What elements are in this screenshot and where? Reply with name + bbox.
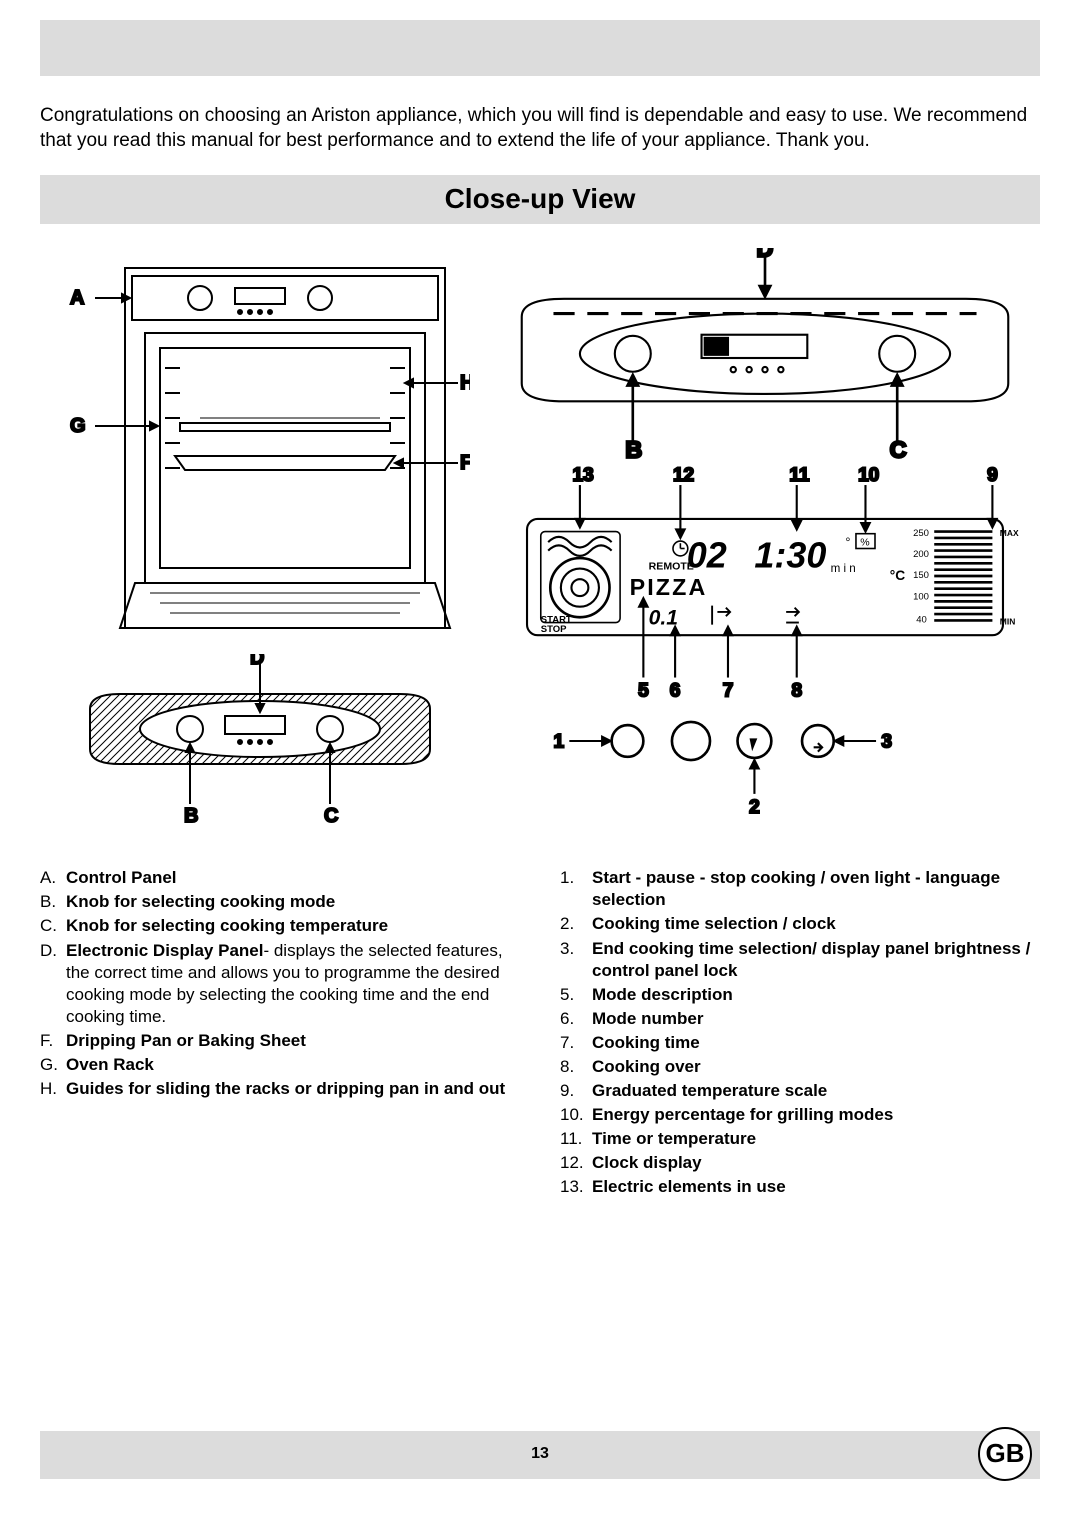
svg-text:100: 100 (913, 591, 929, 602)
svg-text:1: 1 (553, 731, 564, 752)
min-unit: m i n (831, 561, 856, 574)
svg-text:6: 6 (670, 680, 681, 701)
legend-item: 6.Mode number (560, 1008, 1040, 1030)
section-title: Close-up View (40, 175, 1040, 223)
legend-left: A.Control PanelB.Knob for selecting cook… (40, 867, 520, 1200)
legend-item: 11.Time or temperature (560, 1128, 1040, 1150)
display-panel-diagram: REMOTE PIZZA START STOP 02 1:30 m i n ° … (490, 466, 1040, 836)
legend-item: 2.Cooking time selection / clock (560, 913, 1040, 935)
legend-item: 3.End cooking time selection/ display pa… (560, 938, 1040, 982)
label-C-small: C (324, 805, 338, 824)
svg-text:9: 9 (987, 466, 998, 486)
mode-num: 0.1 (649, 606, 678, 629)
svg-text:10: 10 (858, 466, 879, 486)
svg-text:%: % (860, 536, 870, 548)
legend-item: A.Control Panel (40, 867, 520, 889)
legend-item: 1.Start - pause - stop cooking / oven li… (560, 867, 1040, 911)
svg-text:5: 5 (638, 680, 649, 701)
svg-text:8: 8 (791, 680, 802, 701)
legend-item: 7.Cooking time (560, 1032, 1040, 1054)
svg-text:°: ° (845, 535, 850, 549)
diagram-area: A G H F (40, 248, 1040, 843)
label-H: H (460, 372, 470, 394)
svg-text:MAX: MAX (1000, 527, 1019, 537)
svg-text:250: 250 (913, 527, 929, 538)
control-panel-diagram-small: D B C (40, 654, 470, 824)
country-badge: GB (978, 1427, 1032, 1481)
legend-item: 13.Electric elements in use (560, 1176, 1040, 1198)
legend-item: D.Electronic Display Panel- displays the… (40, 940, 520, 1028)
legend-area: A.Control PanelB.Knob for selecting cook… (40, 867, 1040, 1200)
legend-item: G.Oven Rack (40, 1054, 520, 1076)
label-D-large: D (757, 248, 774, 261)
svg-text:200: 200 (913, 549, 929, 560)
svg-text:150: 150 (913, 570, 929, 581)
top-gray-bar (40, 20, 1040, 76)
legend-right: 1.Start - pause - stop cooking / oven li… (560, 867, 1040, 1200)
svg-text:12: 12 (673, 466, 694, 486)
legend-item: 5.Mode description (560, 984, 1040, 1006)
deg-c: °C (890, 568, 905, 583)
legend-item: B.Knob for selecting cooking mode (40, 891, 520, 913)
pizza-label: PIZZA (630, 574, 708, 600)
svg-text:2: 2 (749, 797, 760, 818)
footer-bar: 13 GB (40, 1431, 1040, 1479)
control-panel-diagram-large: D B C (490, 248, 1040, 460)
legend-item: H.Guides for sliding the racks or drippi… (40, 1078, 520, 1100)
legend-item: 9.Graduated temperature scale (560, 1080, 1040, 1102)
oven-diagram: A G H F (40, 248, 470, 648)
svg-text:13: 13 (573, 466, 594, 486)
label-C-large: C (890, 436, 907, 459)
svg-text:MIN: MIN (1000, 616, 1015, 626)
stop-label: STOP (541, 624, 567, 635)
label-D: D (250, 654, 264, 669)
svg-text:3: 3 (881, 731, 892, 752)
legend-item: 10.Energy percentage for grilling modes (560, 1104, 1040, 1126)
svg-text:40: 40 (916, 614, 927, 625)
label-B-small: B (184, 805, 198, 824)
legend-item: C.Knob for selecting cooking temperature (40, 915, 520, 937)
segment-02: 02 (687, 534, 727, 575)
page-number: 13 (531, 1444, 549, 1465)
svg-text:7: 7 (723, 680, 734, 701)
intro-paragraph: Congratulations on choosing an Ariston a… (40, 104, 1040, 153)
legend-item: 8.Cooking over (560, 1056, 1040, 1078)
label-F: F (460, 452, 470, 474)
label-A: A (70, 287, 84, 309)
legend-item: F.Dripping Pan or Baking Sheet (40, 1030, 520, 1052)
time-130: 1:30 (754, 534, 826, 575)
label-G: G (70, 415, 86, 437)
legend-item: 12.Clock display (560, 1152, 1040, 1174)
label-B-large: B (625, 436, 642, 459)
svg-text:11: 11 (789, 466, 810, 486)
